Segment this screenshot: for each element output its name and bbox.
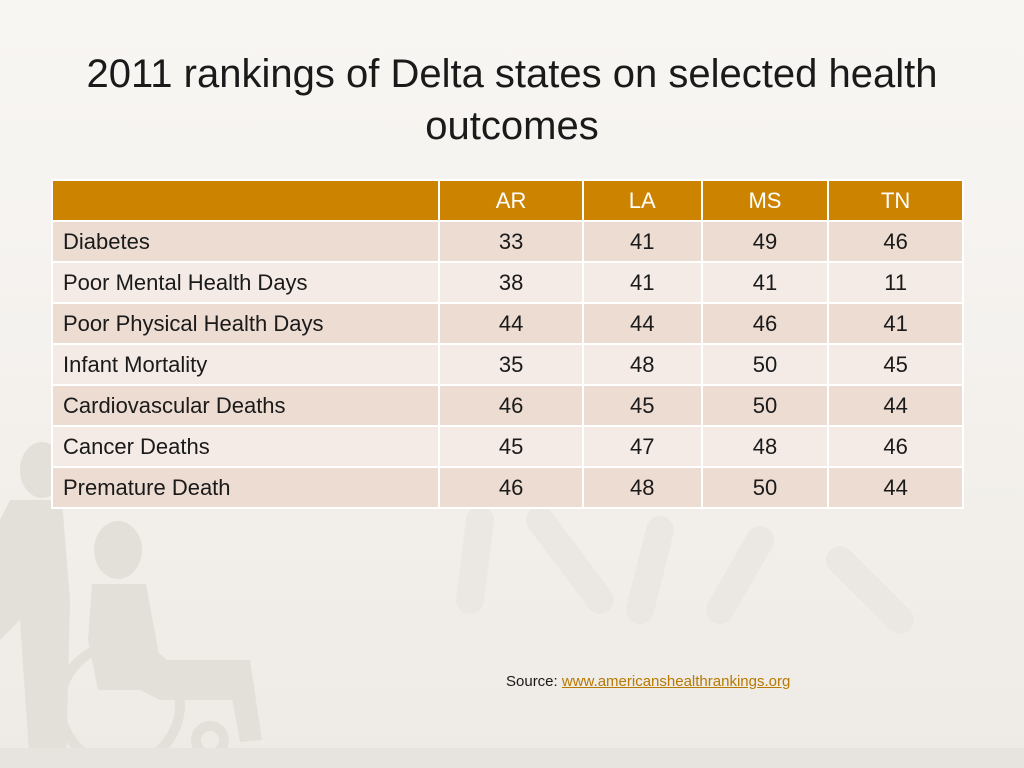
row-label: Poor Physical Health Days (50, 302, 441, 345)
table-row: Poor Mental Health Days 38 41 41 11 (50, 261, 964, 304)
table-row: Poor Physical Health Days 44 44 46 41 (50, 302, 964, 345)
table-cell: 44 (581, 302, 703, 345)
source-label: Source: (506, 673, 558, 690)
table-cell: 46 (827, 425, 964, 468)
table-cell: 45 (438, 425, 584, 468)
table-row: Infant Mortality 35 48 50 45 (50, 343, 964, 386)
row-label: Diabetes (50, 220, 441, 263)
rankings-table: AR LA MS TN Diabetes 33 41 49 46 Poor Me… (50, 179, 964, 509)
table-cell: 46 (827, 220, 964, 263)
table-cell: 41 (581, 261, 703, 304)
table-cell: 47 (581, 425, 703, 468)
table-cell: 46 (438, 466, 584, 509)
table-cell: 46 (438, 384, 584, 427)
table-cell: 41 (700, 261, 830, 304)
row-label: Premature Death (50, 466, 441, 509)
table-cell: 45 (581, 384, 703, 427)
table-cell: 46 (700, 302, 830, 345)
row-label: Cancer Deaths (50, 425, 441, 468)
table-cell: 45 (827, 343, 964, 386)
table-cell: 41 (581, 220, 703, 263)
row-label: Infant Mortality (50, 343, 441, 386)
table-cell: 41 (827, 302, 964, 345)
table-cell: 50 (700, 384, 830, 427)
table-cell: 48 (700, 425, 830, 468)
row-label: Poor Mental Health Days (50, 261, 441, 304)
table-cell: 44 (827, 384, 964, 427)
table-cell: 50 (700, 343, 830, 386)
table-cell: 48 (581, 343, 703, 386)
column-header: LA (581, 179, 703, 222)
slide-title: 2011 rankings of Delta states on selecte… (86, 52, 938, 148)
table-row: Cancer Deaths 45 47 48 46 (50, 425, 964, 468)
header-cell-empty (50, 179, 441, 222)
table-cell: 35 (438, 343, 584, 386)
column-header: MS (700, 179, 830, 222)
row-label: Cardiovascular Deaths (50, 384, 441, 427)
table-row: Cardiovascular Deaths 46 45 50 44 (50, 384, 964, 427)
table-cell: 33 (438, 220, 584, 263)
table-cell: 50 (700, 466, 830, 509)
source-link[interactable]: www.americanshealthrankings.org (561, 673, 791, 690)
table-cell: 49 (700, 220, 830, 263)
column-header: TN (827, 179, 964, 222)
table-cell: 48 (581, 466, 703, 509)
table-row: Diabetes 33 41 49 46 (50, 220, 964, 263)
source-note: Source: www.americanshealthrankings.org (506, 673, 790, 690)
table-row: Premature Death 46 48 50 44 (50, 466, 964, 509)
table-cell: 44 (438, 302, 584, 345)
table-cell: 44 (827, 466, 964, 509)
table-cell: 11 (827, 261, 964, 304)
table-header-row: AR LA MS TN (50, 179, 964, 222)
column-header: AR (438, 179, 584, 222)
table-cell: 38 (438, 261, 584, 304)
